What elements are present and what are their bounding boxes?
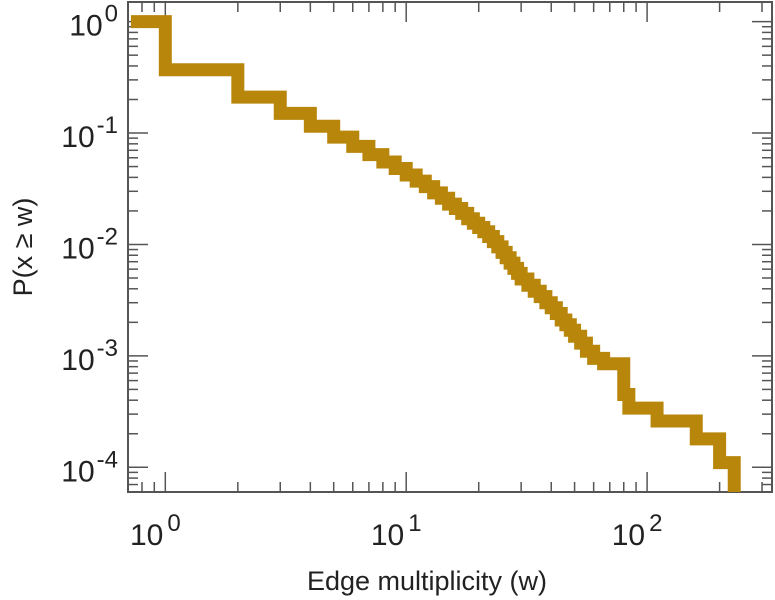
x-tick-label-exponent: 1 — [408, 510, 421, 537]
y-tick-label-base: 10 — [61, 232, 94, 265]
x-tick-label: 10 1 — [371, 510, 422, 552]
y-tick-label-exponent: -1 — [97, 112, 118, 139]
ticks-layer — [127, 2, 772, 493]
y-tick-label-base: 10 — [69, 10, 102, 43]
y-tick-label-exponent: -4 — [97, 446, 118, 473]
y-tick-label: 10-3 — [61, 335, 118, 377]
x-tick-label-base: 10 — [612, 519, 645, 552]
series-layer — [130, 15, 741, 492]
x-tick-label: 10 2 — [612, 510, 663, 552]
y-tick-label: 100 — [69, 1, 118, 43]
y-tick-label-base: 10 — [61, 455, 94, 488]
y-tick-label-exponent: -3 — [97, 335, 118, 362]
y-tick-label: 10-2 — [61, 223, 118, 265]
plot-frame — [127, 1, 773, 493]
series-line — [130, 15, 741, 492]
x-axis-title: Edge multiplicity (w) — [307, 566, 547, 596]
y-tick-label-exponent: -2 — [97, 223, 118, 250]
y-axis-title: P(x ≥ w) — [8, 198, 38, 297]
x-tick-label-exponent: 2 — [649, 510, 662, 537]
x-tick-label-base: 10 — [371, 519, 404, 552]
y-tick-label: 10-1 — [61, 112, 118, 154]
y-tick-label-base: 10 — [61, 344, 94, 377]
y-tick-label-exponent: 0 — [105, 1, 118, 28]
x-tick-label-base: 10 — [130, 519, 163, 552]
y-tick-label: 10-4 — [61, 446, 118, 488]
x-tick-label-exponent: 0 — [167, 510, 180, 537]
y-tick-label-base: 10 — [61, 121, 94, 154]
x-tick-label: 10 0 — [130, 510, 181, 552]
